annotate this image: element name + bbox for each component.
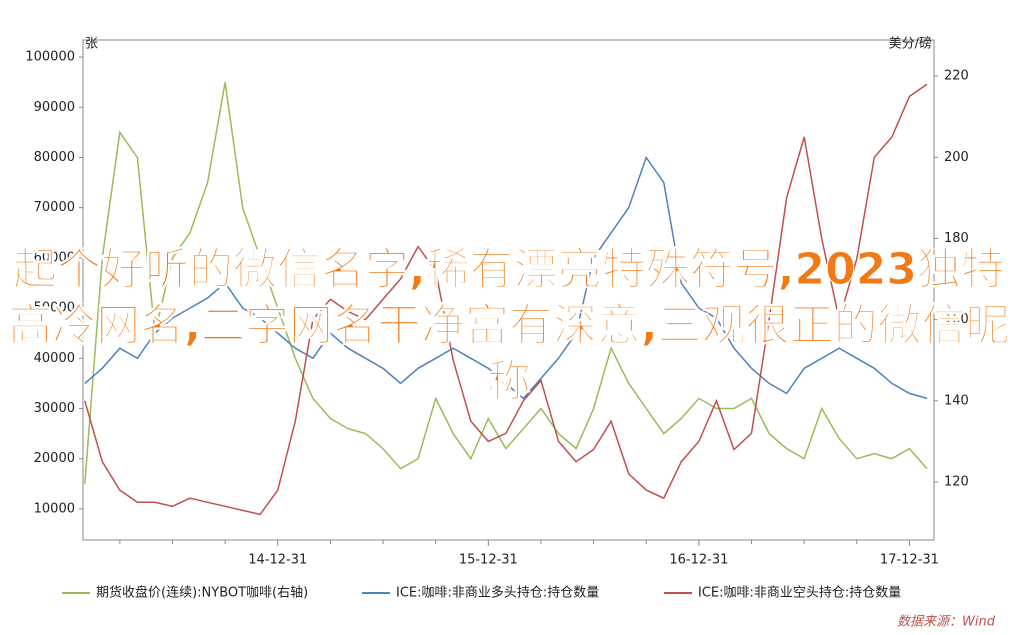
legend-label: 期货收盘价(连续):NYBOT咖啡(右轴) [96,585,308,601]
y-tick-label: 40000 [34,351,75,366]
y-axis-unit: 张 [85,37,98,52]
x-tick-label: 14-12-31 [248,553,307,568]
legend-label: ICE:咖啡:非商业空头持仓:持仓数量 [698,586,901,601]
y-tick-label: 80000 [34,150,75,165]
y-tick-label: 50000 [34,301,75,316]
x-tick-label: 16-12-31 [669,553,728,568]
y2-tick-label: 120 [944,474,969,489]
y-tick-label: 10000 [34,501,75,516]
y-tick-label: 30000 [34,401,75,416]
legend-label: ICE:咖啡:非商业多头持仓:持仓数量 [396,585,599,601]
series-line [84,82,928,484]
y-tick-label: 20000 [34,451,75,466]
overlay-title: 起个好听的微信名字,稀有漂亮特殊符号,2023独特高冷网名,二字网名干净富有深意… [8,244,1010,408]
series-line [84,155,928,400]
y2-tick-label: 140 [944,393,969,408]
y-tick-label: 60000 [34,250,75,265]
x-tick-label: 17-12-31 [880,553,939,568]
y-tick-label: 70000 [34,200,75,215]
y2-tick-label: 200 [944,150,969,165]
y2-tick-label: 160 [944,312,969,327]
y2-tick-label: 220 [944,69,969,84]
plot-frame [82,39,935,541]
series-line [84,83,928,516]
y2-axis-unit: 美分/磅 [889,36,932,52]
y-tick-label: 100000 [25,50,75,65]
x-tick-label: 15-12-31 [459,553,518,568]
y2-tick-label: 180 [944,231,969,246]
source: 数据来源：Wind [897,615,996,630]
y-tick-label: 90000 [34,100,75,115]
